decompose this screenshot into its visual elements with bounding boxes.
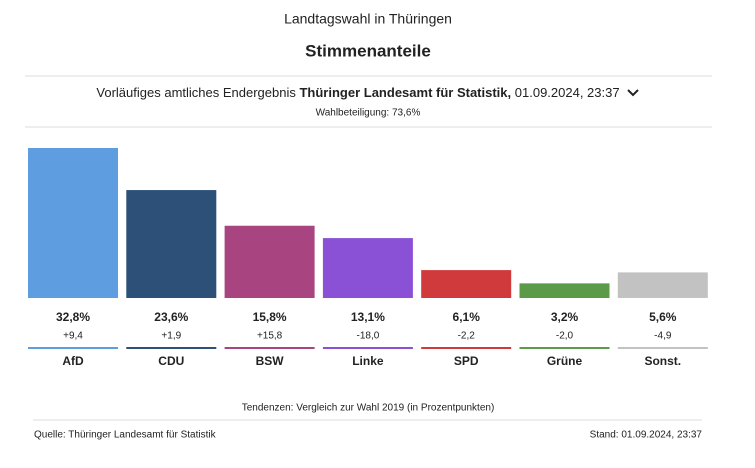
bar (519, 283, 610, 298)
bars: 32,8% +9,4 AfD 23,6% +1,9 CDU 15,8% +15,8 BSW 13,… (28, 148, 708, 368)
party-underline (519, 347, 610, 349)
title: Landtagswahl in Thüringen (284, 11, 452, 27)
expand-chevron[interactable] (627, 89, 639, 97)
subtitle: Stimmenanteile (305, 41, 431, 60)
date: Stand: 01.09.2024, 23:37 (590, 430, 703, 441)
x-tick-label: Grüne (547, 354, 583, 368)
value-label: 3,2% (551, 310, 579, 324)
value-label: 13,1% (351, 310, 385, 324)
source: Quelle: Thüringer Landesamt für Statisti… (34, 430, 217, 441)
value-label: 5,6% (649, 310, 677, 324)
value-label: 32,8% (56, 310, 90, 324)
party-underline (224, 347, 315, 349)
party-underline (126, 347, 217, 349)
change-label: -4,9 (654, 331, 672, 342)
x-tick-label: AfD (62, 354, 84, 368)
change-label: -2,2 (458, 331, 476, 342)
turnout: Wahlbeteiligung: 73,6% (316, 108, 421, 119)
value-label: 23,6% (154, 310, 188, 324)
change-label: +9,4 (63, 331, 83, 342)
status-line: Vorläufiges amtliches Endergebnis Thürin… (96, 85, 619, 100)
x-tick-label: BSW (256, 354, 285, 368)
x-tick-label: Sonst. (644, 354, 681, 368)
status-time: 01.09.2024, 23:37 (515, 85, 620, 100)
change-label: -2,0 (556, 331, 574, 342)
bar (126, 190, 217, 298)
status-prefix: Vorläufiges amtliches Endergebnis (96, 85, 296, 100)
bar (421, 270, 512, 298)
x-tick-label: CDU (158, 354, 184, 368)
bar (28, 148, 118, 298)
party-underline (421, 347, 512, 349)
status-source: Thüringer Landesamt für Statistik, (299, 85, 511, 100)
bar (322, 238, 413, 298)
party-underline (28, 347, 118, 349)
value-label: 15,8% (253, 310, 287, 324)
value-label: 6,1% (453, 310, 481, 324)
party-underline (322, 347, 413, 349)
change-label: +1,9 (161, 331, 181, 342)
party-underline (617, 347, 708, 349)
bar (617, 272, 708, 298)
change-label: -18,0 (357, 331, 380, 342)
x-tick-label: Linke (352, 354, 384, 368)
x-tick-label: SPD (454, 354, 479, 368)
note: Tendenzen: Vergleich zur Wahl 2019 (in P… (242, 403, 495, 414)
bar (224, 225, 315, 298)
change-label: +15,8 (257, 331, 283, 342)
